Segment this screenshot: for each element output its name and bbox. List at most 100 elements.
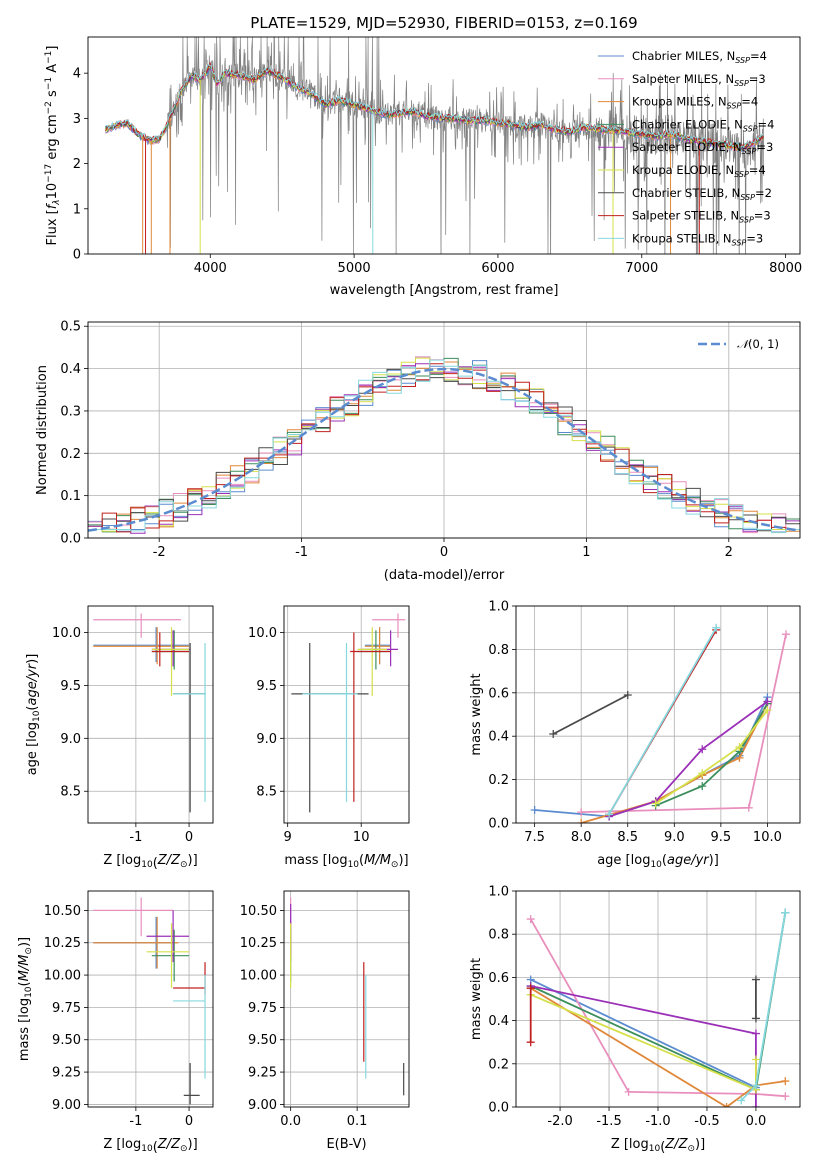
legend-label: Chabrier MILES, NSSP=4 <box>632 49 767 65</box>
y-tick-label: 9.00 <box>52 1098 81 1113</box>
weight-marker <box>751 975 760 984</box>
legend-base: Kroupa ELODIE, N <box>632 163 734 177</box>
weight_vs_Z-frame <box>515 890 801 1108</box>
weight-marker <box>624 1087 633 1096</box>
y-tick-label: 0.6 <box>488 971 509 986</box>
label-part: )] <box>398 853 408 868</box>
y-axis-label: mass [log10(M/M⊙)] <box>17 937 34 1061</box>
legend-label: Kroupa MILES, NSSP=4 <box>632 95 758 111</box>
weight-line <box>530 985 757 1107</box>
y-tick-label: 10.00 <box>240 969 277 984</box>
weight-marker <box>735 743 744 752</box>
x-tick-label: 9.5 <box>711 830 732 845</box>
x-tick-label: 8000 <box>769 261 802 276</box>
weight_vs_age-lines <box>530 623 791 823</box>
x-axis-label: age [log10(age/yr)] <box>597 853 719 870</box>
weight-marker <box>751 1055 760 1064</box>
legend-tail: =4 <box>741 95 758 109</box>
legend-sub: SSP <box>743 124 758 133</box>
y-tick-label: 9.25 <box>248 1066 277 1081</box>
legend-tail: =3 <box>746 231 763 245</box>
legend-sub: SSP <box>732 238 747 247</box>
x-tick-label: -1.5 <box>596 1114 621 1129</box>
weight-line <box>552 694 629 735</box>
y-tick-label: 9.50 <box>248 1033 277 1048</box>
y-tick-label: 9.50 <box>52 1033 81 1048</box>
legend-base: Chabrier ELODIE, N <box>632 117 743 131</box>
x-axis-label: E(B-V) <box>326 1137 366 1152</box>
weight-marker <box>781 1077 790 1086</box>
weight-marker <box>763 697 772 706</box>
weight-marker <box>526 915 535 924</box>
label-part: Z [log <box>103 1137 141 1152</box>
label-part: age [log <box>25 722 40 775</box>
y-tick-label: 0.8 <box>488 643 509 658</box>
model-spectrum-line <box>105 63 764 149</box>
normal-reference-curve <box>88 367 800 532</box>
x-tick-label: 9 <box>284 830 292 845</box>
y-tick-label: 9.0 <box>60 732 81 747</box>
weight-marker <box>737 1096 746 1105</box>
x-tick-label: 0.1 <box>347 1114 368 1129</box>
weight_vs_age-frame <box>515 605 801 824</box>
x-axis-label: wavelength [Angstrom, rest frame] <box>330 283 559 298</box>
spectrum-frame <box>87 36 801 255</box>
label-part: −1 <box>44 77 54 90</box>
label-part: 10 <box>45 183 60 200</box>
legend-tail: =3 <box>756 140 773 154</box>
x-tick-label: 5000 <box>338 261 371 276</box>
label-part: 10 <box>348 860 360 870</box>
y-tick-label: 2 <box>73 157 81 172</box>
legend-label: Salpeter MILES, NSSP=3 <box>632 72 766 88</box>
x-tick-label: 0 <box>185 1114 193 1129</box>
x-tick-label: -1 <box>129 1114 142 1129</box>
weight-marker <box>530 805 539 814</box>
age_vs_mass-errorbars <box>291 613 406 813</box>
y-tick-label: 0.0 <box>60 532 81 547</box>
label-part: −2 <box>44 101 54 114</box>
label-part: ( <box>660 1140 665 1155</box>
weight-marker <box>577 808 586 817</box>
label-part: Z [log <box>611 1137 649 1152</box>
label-part: )] <box>695 1137 705 1152</box>
x-tick-label: -1 <box>129 830 142 845</box>
weight-marker <box>782 630 791 639</box>
y-tick-label: 0.0 <box>488 817 509 832</box>
y-tick-label: 0.3 <box>60 404 81 419</box>
legend-label: Salpeter STELIB, NSSP=3 <box>632 209 771 225</box>
y-tick-label: 1.0 <box>488 600 509 615</box>
x-axis-label: (data-model)/error <box>384 568 505 583</box>
x-tick-label: 0 <box>185 830 193 845</box>
legend-base: Chabrier STELIB, N <box>632 186 740 200</box>
label-part: f <box>45 202 60 209</box>
x-tick-label: 8.5 <box>617 830 638 845</box>
residuals-frame <box>87 321 801 539</box>
x-axis-label: Z [log10(Z/Z⊙)] <box>103 1137 197 1155</box>
label-part: ⊙ <box>180 860 188 870</box>
y-label-group: mass weight <box>469 958 484 1040</box>
y-axis-label: Flux [fλ10−17 erg cm−2 s−1 A−1] <box>44 46 62 246</box>
legend-base: Kroupa MILES, N <box>632 95 727 109</box>
x-tick-label: 6000 <box>481 261 514 276</box>
y-tick-label: 9.0 <box>256 732 277 747</box>
label-part: )] <box>709 853 719 868</box>
legend-base: Salpeter ELODIE, N <box>632 140 742 154</box>
x-tick-label: 2 <box>725 545 733 560</box>
legend-label: Salpeter ELODIE, NSSP=3 <box>632 140 773 156</box>
residuals-axes: -2 -1 0 1 2 0.0 0.1 0.2 0.3 0.4 0.5 (data-model)/er… <box>35 320 800 583</box>
label-part: ( <box>662 853 667 868</box>
y-axis-label: age [log10(age/yr)] <box>25 654 42 776</box>
y-axis-label: mass weight <box>469 958 484 1040</box>
y-label-group: mass weight <box>469 673 484 755</box>
label-part: −17 <box>44 164 54 183</box>
age_vs_Z-errorbars <box>93 613 207 813</box>
y-label-group: Normed distribution <box>35 365 50 495</box>
y-tick-label: 0.4 <box>488 1014 509 1029</box>
x-tick-label: -2 <box>153 545 166 560</box>
weight-line <box>608 700 768 818</box>
x-tick-label: 0.0 <box>280 1114 301 1129</box>
weight-marker <box>722 1103 731 1107</box>
legend-label: Kroupa STELIB, NSSP=3 <box>632 231 763 247</box>
